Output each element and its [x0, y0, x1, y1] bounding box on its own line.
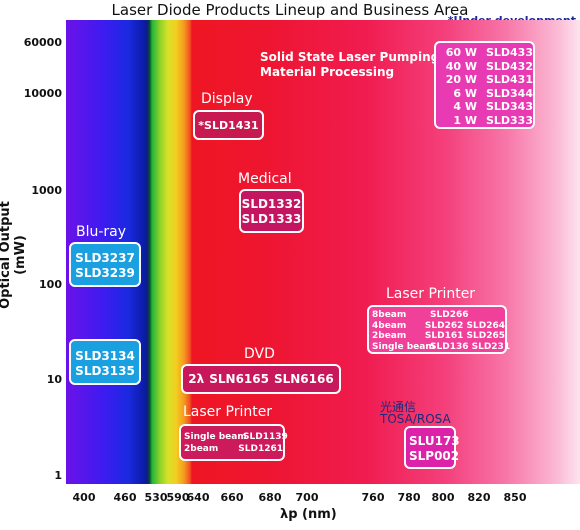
ssl-row: 1 W SLD333 [453, 113, 533, 127]
medical-product-box: SLD1332 SLD1333 [239, 189, 304, 233]
blue-product-box: SLD3134 SLD3135 [69, 339, 141, 385]
bluray-label: Blu-ray [76, 224, 127, 240]
bluray-model: SLD3239 [75, 266, 135, 280]
ssl-row: 6 W SLD344 [453, 86, 533, 100]
dvd-model: SLN6166 [273, 372, 334, 386]
blue-model: SLD3134 [75, 349, 135, 363]
ssl-area-line1: Solid State Laser Pumping [260, 50, 440, 64]
dvd-label: DVD [244, 346, 275, 362]
x-tick-700: 700 [295, 491, 319, 504]
tosa-product-box: SLU173 SLP002 [404, 426, 460, 469]
lp-row: Single beam SLD136 SLD231 [372, 341, 511, 352]
laser-printer-label-left: Laser Printer [183, 404, 273, 420]
ssl-row: 40 W SLD432 [445, 59, 533, 73]
lp-row: 2beam SLD1261 [184, 444, 283, 454]
x-tick-530: 530 [144, 491, 168, 504]
y-tick-60000: 60000 [23, 36, 62, 49]
ssl-row: 60 W SLD433 [445, 46, 533, 59]
ssl-area-line2: Material Processing [260, 65, 395, 79]
chart-title: Laser Diode Products Lineup and Business… [111, 1, 469, 19]
tosa-label-line1: 光通信 [380, 400, 417, 414]
medical-label: Medical [238, 171, 292, 187]
x-axis-label: λp (nm) [280, 507, 337, 522]
bluray-product-box: SLD3237 SLD3239 [69, 242, 141, 287]
lp-row: 2beam SLD161 SLD265 [372, 331, 505, 341]
lp-row: 4beam SLD262 SLD264 [372, 320, 505, 331]
x-tick-460: 460 [113, 491, 137, 504]
laser-printer-label-right: Laser Printer [386, 286, 476, 302]
x-tick-680: 680 [258, 491, 282, 504]
tosa-label-line2: TOSA/ROSA [380, 412, 451, 426]
x-tick-850: 850 [503, 491, 527, 504]
dvd-product-box: 2λ SLN6165 SLN6166 [181, 364, 341, 394]
y-tick-10000: 10000 [23, 87, 62, 100]
y-tick-1: 1 [54, 469, 62, 482]
x-tick-820: 820 [467, 491, 491, 504]
lp-row: Single beam SLD1139 [184, 432, 288, 442]
bluray-model: SLD3237 [75, 251, 135, 265]
x-tick-800: 800 [431, 491, 455, 504]
x-tick-590: 590 [166, 491, 190, 504]
medical-model: SLD1333 [241, 212, 302, 226]
y-tick-10: 10 [46, 373, 62, 386]
dvd-model: SLN6165 [209, 372, 269, 386]
y-tick-100: 100 [39, 278, 62, 291]
tosa-model: SLU173 [409, 434, 460, 448]
dvd-prefix: 2λ [188, 372, 205, 386]
medical-model: SLD1332 [241, 197, 302, 211]
x-tick-780: 780 [397, 491, 421, 504]
y-tick-1000: 1000 [31, 184, 62, 197]
laser-printer-box-right: 8beam SLD266 4beam SLD262 SLD264 2beam SLD1… [367, 305, 511, 354]
ssl-product-box: 60 W SLD433 40 W SLD432 20 W SLD431 6 W SLD3… [434, 41, 535, 129]
display-product-box: *SLD1431 [193, 110, 264, 140]
ssl-area-label: Solid State Laser Pumping Material Proce… [260, 50, 439, 80]
tosa-model: SLP002 [409, 449, 460, 463]
x-tick-660: 660 [220, 491, 244, 504]
laser-printer-box-left: Single beam SLD1139 2beam SLD1261 [179, 424, 288, 461]
display-model: *SLD1431 [198, 118, 259, 132]
ssl-row: 20 W SLD431 [445, 73, 533, 86]
tosa-label: 光通信 TOSA/ROSA [380, 401, 451, 425]
x-tick-400: 400 [72, 491, 96, 504]
display-label: Display [201, 91, 253, 107]
lp-row: 8beam SLD266 [372, 310, 469, 320]
x-tick-640: 640 [186, 491, 210, 504]
ssl-row: 4 W SLD343 [453, 100, 533, 113]
x-tick-760: 760 [361, 491, 385, 504]
y-axis-label: Optical Output (mW) [0, 201, 28, 309]
blue-model: SLD3135 [75, 364, 135, 378]
